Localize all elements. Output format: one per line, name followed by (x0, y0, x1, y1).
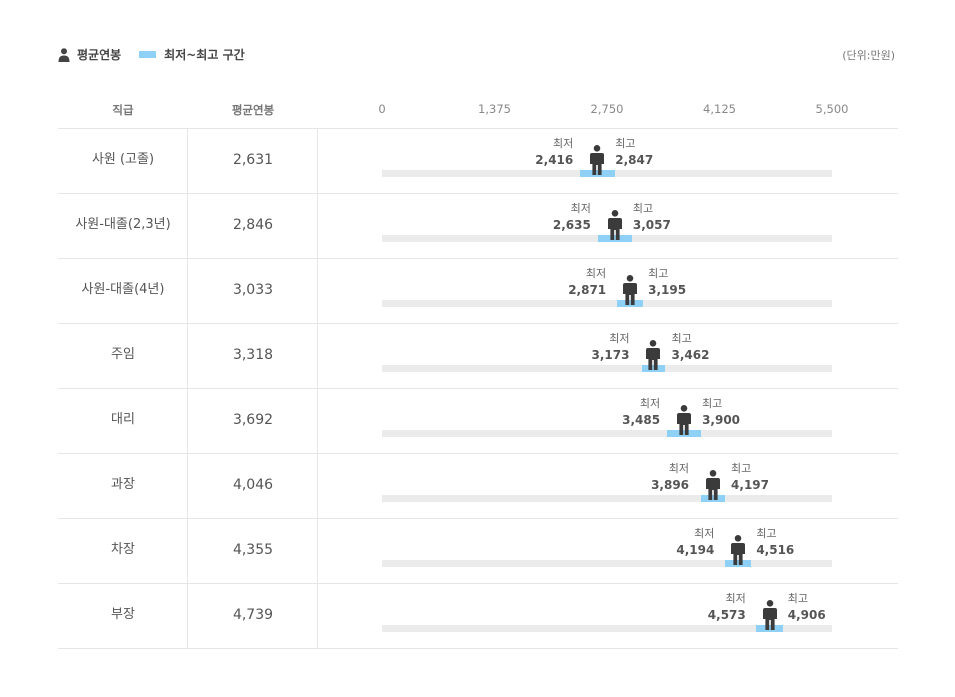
range-bar (667, 430, 702, 437)
legend-avg-label: 평균연봉 (77, 48, 122, 62)
rank-cell: 과장 (111, 477, 135, 492)
min-word-label: 최저 (725, 592, 746, 605)
avg-person-marker (762, 600, 777, 630)
range-bar (597, 235, 633, 242)
range-track (382, 430, 832, 437)
legend-range-label: 최저~최고 구간 (164, 48, 245, 62)
avg-person-marker (590, 145, 605, 175)
min-value-label: 2,635 (552, 218, 591, 232)
avg-person-marker (646, 340, 661, 370)
legend: 평균연봉 최저~최고 구간 (58, 46, 245, 63)
max-word-label: 최고 (632, 202, 654, 215)
max-word-label: 최고 (731, 462, 752, 475)
max-word-label: 최고 (787, 592, 808, 605)
rank-cell: 사원-대졸(2,3년) (75, 217, 171, 232)
avg-person-marker (623, 275, 638, 305)
min-word-label: 최저 (553, 137, 574, 150)
range-track (382, 560, 832, 567)
min-value-label: 3,896 (651, 478, 690, 492)
min-value-label: 3,173 (591, 348, 630, 362)
avg-cell: 4,355 (232, 542, 274, 558)
row-divider (58, 323, 898, 324)
avg-cell: 3,318 (232, 347, 274, 363)
range-bar (579, 170, 615, 177)
avg-cell: 2,846 (232, 217, 274, 233)
range-track (382, 495, 832, 502)
avg-cell: 3,033 (232, 282, 274, 298)
range-bar (641, 365, 666, 372)
range-bar (725, 560, 752, 567)
range-bar (616, 300, 644, 307)
range-track (382, 625, 832, 632)
max-value-label: 4,197 (731, 478, 769, 492)
axis-tick-label: 2,750 (590, 102, 624, 116)
row-divider (58, 648, 898, 649)
rank-cell: 주임 (111, 347, 135, 362)
max-value-label: 2,847 (615, 153, 654, 167)
range-track (382, 300, 832, 307)
row-divider (58, 258, 898, 259)
range-track (382, 365, 832, 372)
min-word-label: 최저 (639, 397, 661, 410)
min-word-label: 최저 (609, 332, 630, 345)
min-value-label: 4,194 (676, 543, 715, 557)
avg-cell: 4,046 (232, 477, 274, 493)
min-value-label: 2,871 (568, 283, 607, 297)
axis-tick-label: 1,375 (478, 102, 511, 116)
header-divider (58, 128, 898, 129)
rank-cell: 사원-대졸(4년) (81, 282, 165, 297)
avg-person-marker (677, 405, 692, 435)
max-value-label: 3,900 (702, 413, 741, 427)
avg-cell: 2,631 (232, 152, 274, 168)
unit-label: (단위:만원) (842, 49, 895, 62)
min-word-label: 최저 (570, 202, 591, 215)
avg-person-marker (607, 210, 622, 240)
row-divider (58, 583, 898, 584)
column-divider (187, 129, 188, 649)
max-value-label: 3,462 (671, 348, 710, 362)
rank-cell: 대리 (111, 412, 135, 427)
column-divider (317, 129, 318, 649)
axis-tick-label: 5,500 (815, 102, 849, 116)
row-divider (58, 388, 898, 389)
max-word-label: 최고 (702, 397, 723, 410)
max-word-label: 최고 (648, 267, 669, 280)
row-divider (58, 518, 898, 519)
row-divider (58, 453, 898, 454)
min-word-label: 최저 (694, 527, 715, 540)
max-value-label: 4,906 (787, 608, 826, 622)
avg-person-marker (731, 535, 746, 565)
range-bar (756, 625, 784, 632)
avg-person-marker (706, 470, 721, 500)
min-value-label: 4,573 (707, 608, 746, 622)
min-word-label: 최저 (585, 267, 607, 280)
header-rank: 직급 (112, 103, 134, 117)
max-value-label: 4,516 (756, 543, 795, 557)
range-bar (700, 495, 726, 502)
avg-cell: 3,692 (232, 412, 274, 428)
axis-tick-label: 0 (378, 102, 386, 116)
max-word-label: 최고 (756, 527, 777, 540)
person-icon (58, 47, 70, 62)
rank-cell: 부장 (111, 607, 135, 622)
rank-cell: 차장 (111, 542, 135, 557)
max-word-label: 최고 (615, 137, 636, 150)
min-value-label: 3,485 (622, 413, 661, 427)
avg-cell: 4,739 (232, 607, 274, 623)
axis-tick-label: 4,125 (703, 102, 736, 116)
max-value-label: 3,057 (632, 218, 671, 232)
min-value-label: 2,416 (535, 153, 574, 167)
row-divider (58, 193, 898, 194)
max-word-label: 최고 (671, 332, 692, 345)
rank-cell: 사원 (고졸) (91, 152, 155, 167)
header-avg: 평균연봉 (231, 103, 275, 117)
min-word-label: 최저 (668, 462, 690, 475)
max-value-label: 3,195 (648, 283, 687, 297)
range-swatch (139, 51, 157, 58)
